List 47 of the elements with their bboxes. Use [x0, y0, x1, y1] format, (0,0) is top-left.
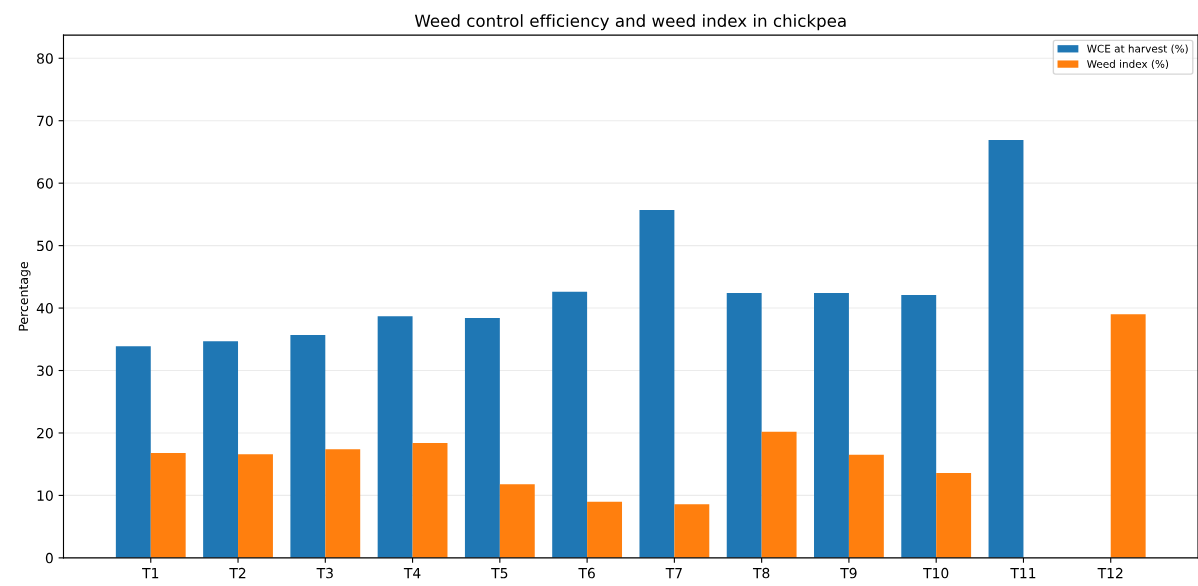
legend-label: WCE at harvest (%): [1087, 44, 1188, 54]
bar: [150, 452, 186, 558]
x-tick-label: T1: [142, 568, 159, 579]
bar: [325, 449, 361, 558]
x-tick-label: T5: [491, 568, 508, 579]
bar: [464, 318, 500, 558]
y-tick-label: 30: [37, 365, 53, 376]
y-tick-label: 0: [45, 552, 53, 564]
bar: [848, 454, 884, 558]
chart-title: Weed control efficiency and weed index in chickpea: [414, 14, 846, 31]
bar: [814, 293, 849, 558]
bar: [587, 501, 623, 558]
x-tick-label: T6: [578, 567, 595, 579]
x-tick-label: T9: [840, 567, 857, 579]
y-tick-label: 10: [37, 490, 53, 501]
x-tick-label: T11: [1010, 568, 1036, 579]
bar: [290, 334, 326, 558]
bar: [1110, 314, 1146, 558]
bar: [412, 442, 448, 558]
y-tick-label: 80: [37, 53, 53, 64]
y-tick-label: 70: [37, 115, 53, 127]
bar: [115, 346, 151, 558]
y-tick-label: 40: [36, 303, 53, 314]
y-axis-title: Percentage: [18, 262, 31, 331]
y-tick-label: 20: [37, 427, 53, 439]
x-tick-label: T2: [229, 567, 246, 579]
bar: [203, 341, 239, 558]
bar: [761, 431, 797, 558]
bar: [674, 504, 710, 558]
bar: [552, 291, 588, 558]
bar: [499, 484, 535, 558]
legend-label: Weed index (%): [1087, 59, 1169, 70]
y-tick-label: 60: [37, 178, 53, 189]
bar: [238, 454, 273, 558]
x-tick-label: T4: [403, 568, 421, 579]
bar: [639, 210, 675, 558]
x-tick-label: T3: [316, 567, 333, 579]
x-tick-label: T7: [665, 568, 682, 579]
x-tick-label: T10: [923, 567, 949, 579]
bar: [901, 294, 937, 558]
bar: [377, 316, 413, 558]
y-tick-label: 50: [37, 240, 53, 252]
bar: [726, 293, 762, 558]
bar: [936, 472, 972, 558]
x-tick-label: T8: [752, 567, 770, 579]
x-tick-label: T12: [1097, 567, 1123, 579]
bar: [988, 140, 1024, 558]
